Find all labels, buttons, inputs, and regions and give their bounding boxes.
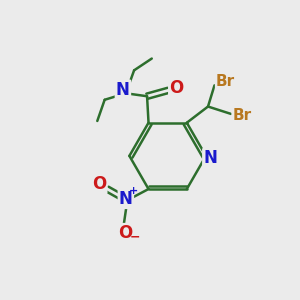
Text: Br: Br [216,74,235,89]
Text: N: N [119,190,133,208]
Text: O: O [118,224,132,242]
Text: N: N [116,81,130,99]
Text: −: − [130,230,140,243]
Text: O: O [92,175,106,193]
Text: O: O [169,79,184,97]
Text: N: N [203,149,217,167]
Text: +: + [129,186,138,197]
Text: Br: Br [232,108,252,123]
